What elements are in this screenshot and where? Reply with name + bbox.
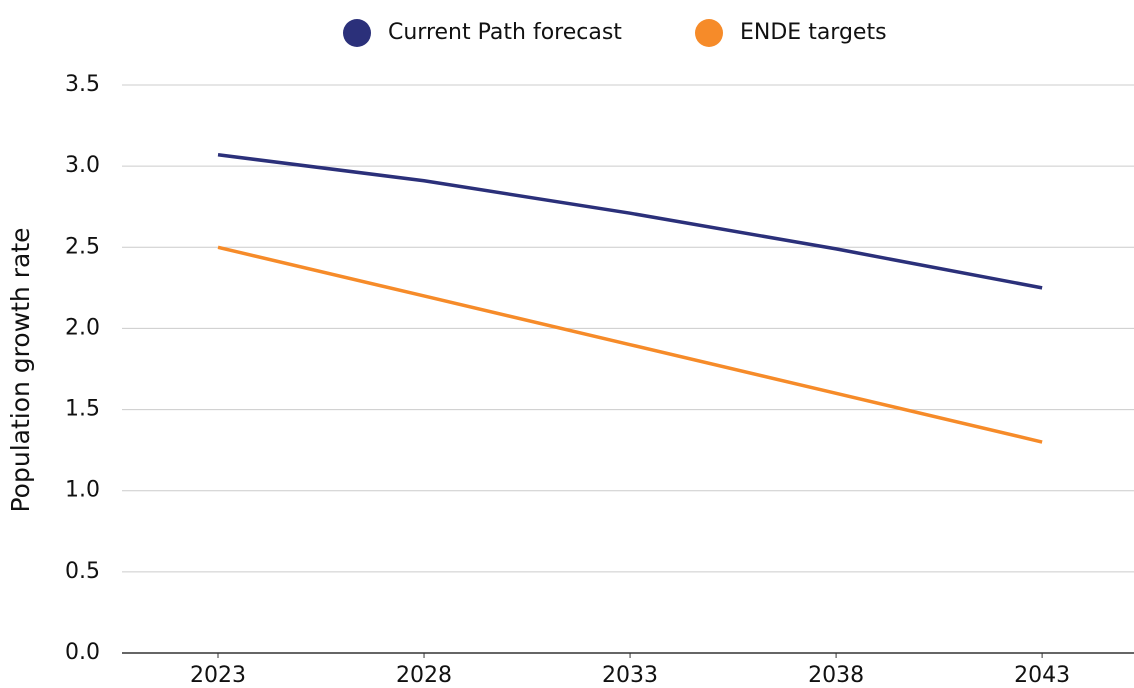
y-tick-label: 1.0 xyxy=(65,478,100,503)
series-line xyxy=(217,245,1043,444)
y-tick-label: 2.0 xyxy=(65,315,100,340)
legend-label: ENDE targets xyxy=(740,20,887,45)
x-tick-label: 2043 xyxy=(1014,663,1070,688)
y-axis-label: Population growth rate xyxy=(6,227,35,512)
y-tick-label: 3.5 xyxy=(65,72,100,97)
y-tick-label: 1.5 xyxy=(65,397,100,422)
series-line xyxy=(217,153,1043,290)
x-tick-label: 2023 xyxy=(190,663,246,688)
legend-marker xyxy=(343,19,371,47)
y-tick-label: 0.5 xyxy=(65,559,100,584)
x-tick-label: 2038 xyxy=(808,663,864,688)
legend-label: Current Path forecast xyxy=(388,20,622,45)
y-tick-label: 3.0 xyxy=(65,153,100,178)
y-tick-label: 0.0 xyxy=(65,640,100,665)
x-tick-label: 2033 xyxy=(602,663,658,688)
x-tick-label: 2028 xyxy=(396,663,452,688)
legend-marker xyxy=(695,19,723,47)
y-tick-label: 2.5 xyxy=(65,234,100,259)
